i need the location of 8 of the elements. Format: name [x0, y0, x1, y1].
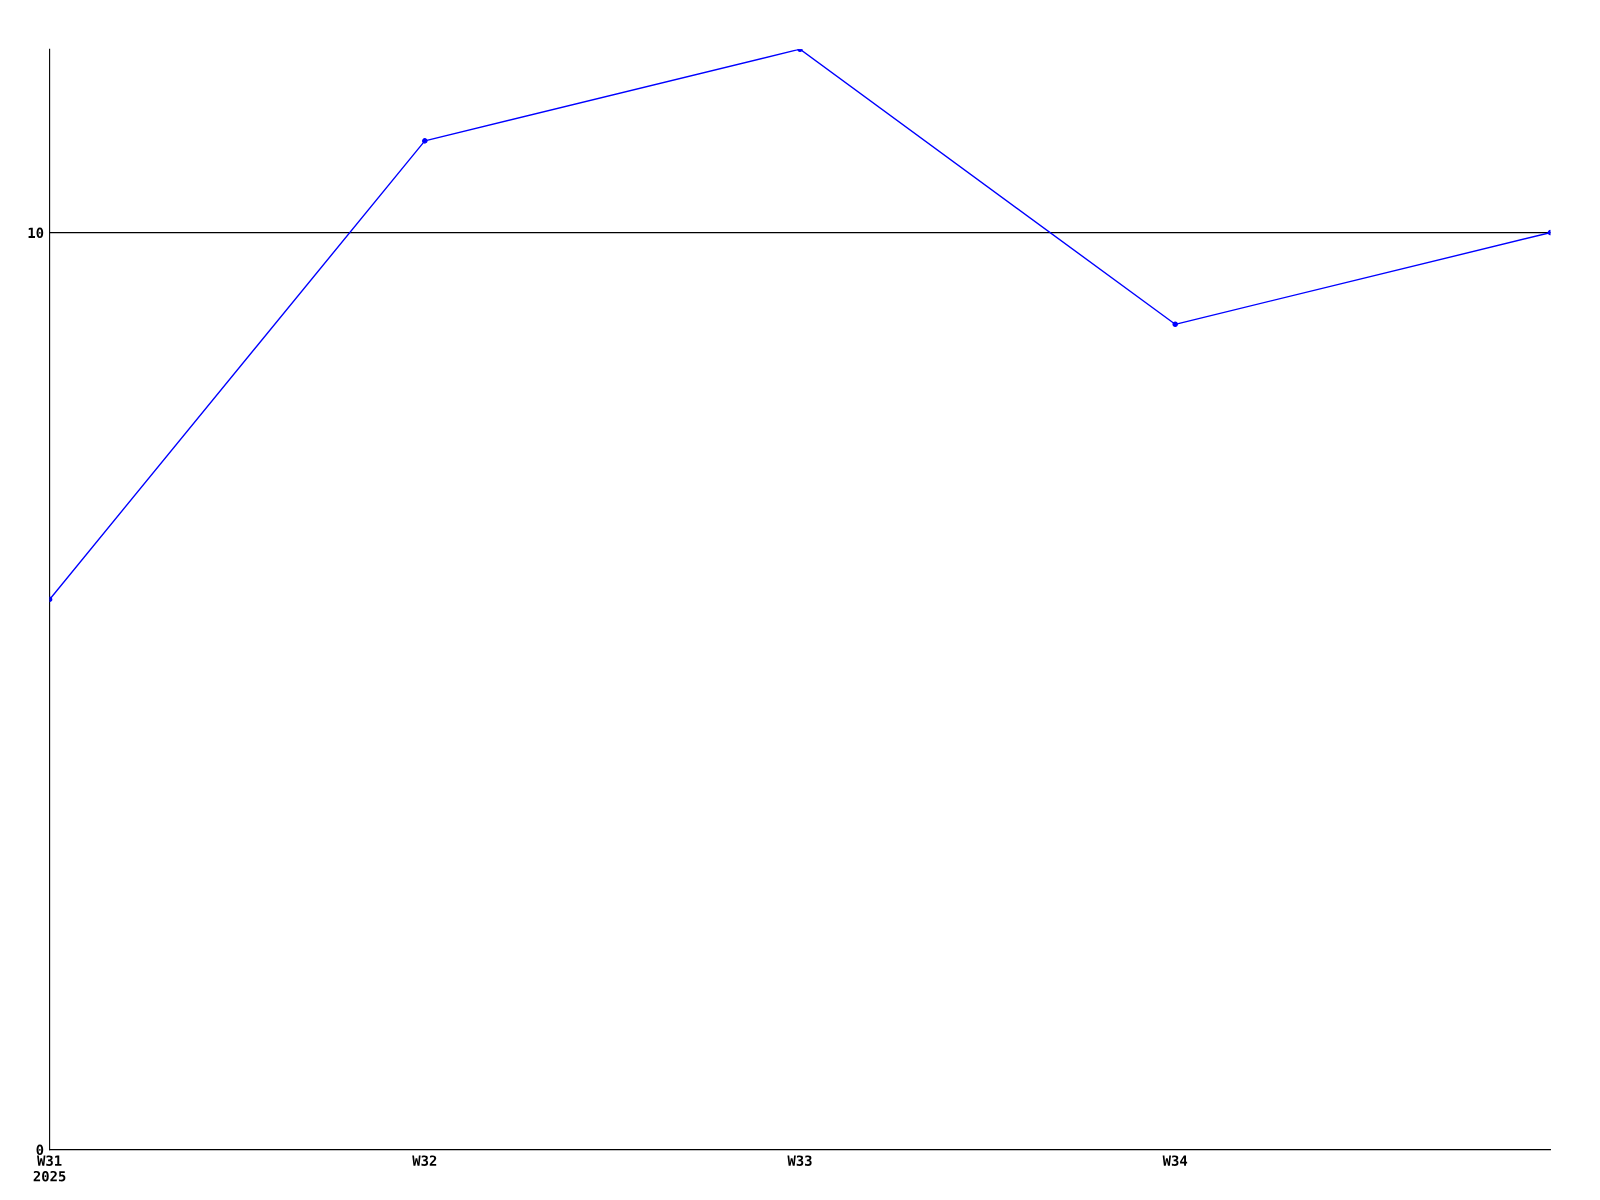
x-tick-label: W34	[1162, 1155, 1188, 1166]
y-tick-label: 0	[36, 1144, 44, 1156]
point	[1172, 321, 1178, 328]
point	[422, 138, 428, 144]
x-tick-label: W31 2025	[33, 1155, 66, 1182]
y-tick-label: 10	[28, 227, 44, 239]
x-tick-label: W32	[412, 1155, 437, 1166]
x-tick-label: W33	[787, 1155, 812, 1166]
